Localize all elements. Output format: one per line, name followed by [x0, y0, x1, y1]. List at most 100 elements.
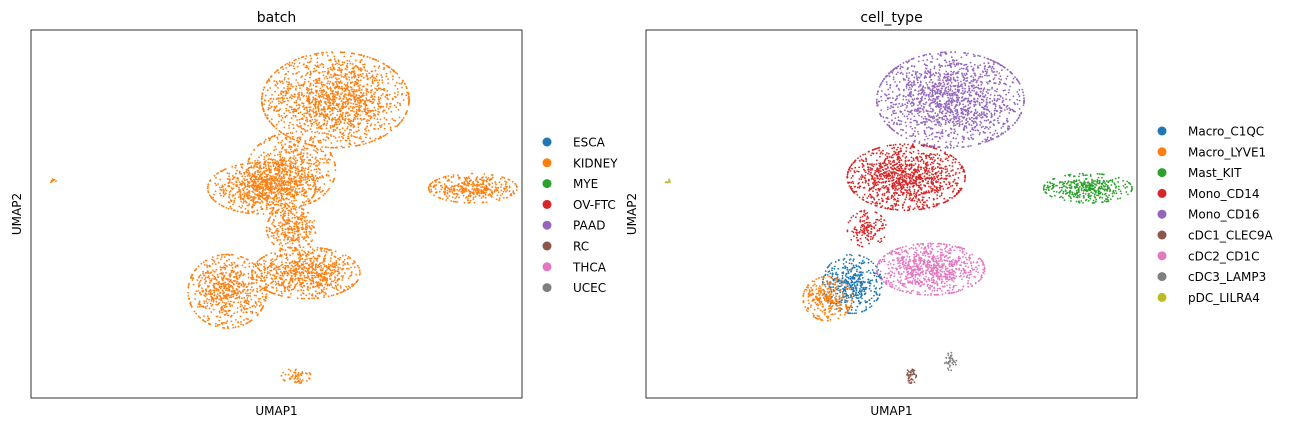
point	[403, 82, 406, 85]
point	[351, 285, 353, 288]
point	[324, 283, 327, 286]
point	[301, 133, 304, 136]
point	[312, 110, 315, 113]
point	[239, 195, 242, 197]
point	[382, 110, 384, 113]
point	[306, 222, 308, 225]
point	[235, 172, 238, 175]
point	[278, 265, 281, 268]
point	[275, 80, 278, 83]
point	[321, 108, 324, 111]
point	[310, 123, 313, 125]
point	[352, 126, 355, 129]
point	[274, 106, 277, 109]
point	[485, 201, 488, 204]
point	[274, 159, 276, 161]
point	[342, 105, 345, 108]
point	[344, 263, 346, 265]
point	[344, 102, 347, 105]
point	[316, 130, 319, 133]
point	[232, 287, 234, 290]
point	[288, 205, 290, 208]
point	[285, 173, 287, 176]
point	[383, 122, 386, 125]
point	[268, 272, 271, 274]
point	[344, 74, 347, 77]
point	[343, 95, 345, 98]
point	[323, 162, 325, 164]
point	[305, 55, 308, 57]
point	[297, 171, 299, 173]
point	[365, 127, 367, 129]
point	[395, 106, 398, 109]
point	[343, 101, 346, 104]
point	[223, 256, 226, 258]
point	[322, 97, 325, 99]
point	[331, 90, 334, 93]
point	[311, 118, 314, 121]
point	[261, 256, 264, 259]
point	[287, 222, 290, 225]
point	[334, 279, 336, 281]
point	[266, 89, 269, 92]
point	[315, 281, 318, 284]
point	[319, 64, 322, 66]
point	[456, 201, 458, 203]
point	[401, 86, 403, 89]
point	[343, 76, 345, 78]
point	[297, 218, 300, 221]
point	[269, 107, 271, 110]
point	[319, 168, 321, 171]
point	[321, 262, 323, 264]
point	[278, 133, 280, 136]
point	[395, 81, 398, 84]
point	[293, 269, 296, 271]
point	[331, 107, 334, 109]
point	[221, 301, 224, 304]
point	[279, 101, 282, 104]
point	[256, 262, 259, 265]
point	[330, 89, 332, 92]
point	[365, 92, 368, 94]
point	[237, 257, 240, 260]
point	[370, 123, 373, 125]
point	[289, 193, 292, 195]
point	[351, 90, 353, 93]
point	[353, 266, 356, 269]
point	[301, 297, 303, 300]
point	[280, 193, 283, 196]
point	[284, 143, 286, 146]
point	[396, 88, 399, 90]
point	[238, 274, 241, 277]
point	[266, 234, 269, 236]
point	[281, 139, 283, 142]
point	[333, 269, 336, 271]
point	[290, 64, 293, 67]
point	[342, 264, 344, 267]
point	[248, 186, 251, 189]
point	[357, 82, 359, 85]
point	[346, 59, 349, 62]
point	[238, 296, 240, 299]
point	[276, 229, 279, 232]
point	[344, 129, 346, 132]
point	[281, 229, 284, 232]
point	[308, 113, 311, 115]
point	[274, 84, 277, 86]
point	[450, 188, 453, 191]
point	[385, 112, 388, 114]
point	[336, 102, 338, 105]
point	[315, 156, 317, 159]
point	[280, 144, 283, 146]
point	[279, 155, 282, 158]
point	[386, 132, 389, 135]
point	[214, 282, 217, 285]
point	[274, 71, 276, 74]
point	[334, 63, 337, 66]
point	[203, 274, 205, 277]
point	[329, 126, 332, 129]
point	[237, 196, 240, 199]
point	[309, 266, 312, 268]
point	[281, 90, 284, 93]
point	[377, 60, 380, 62]
